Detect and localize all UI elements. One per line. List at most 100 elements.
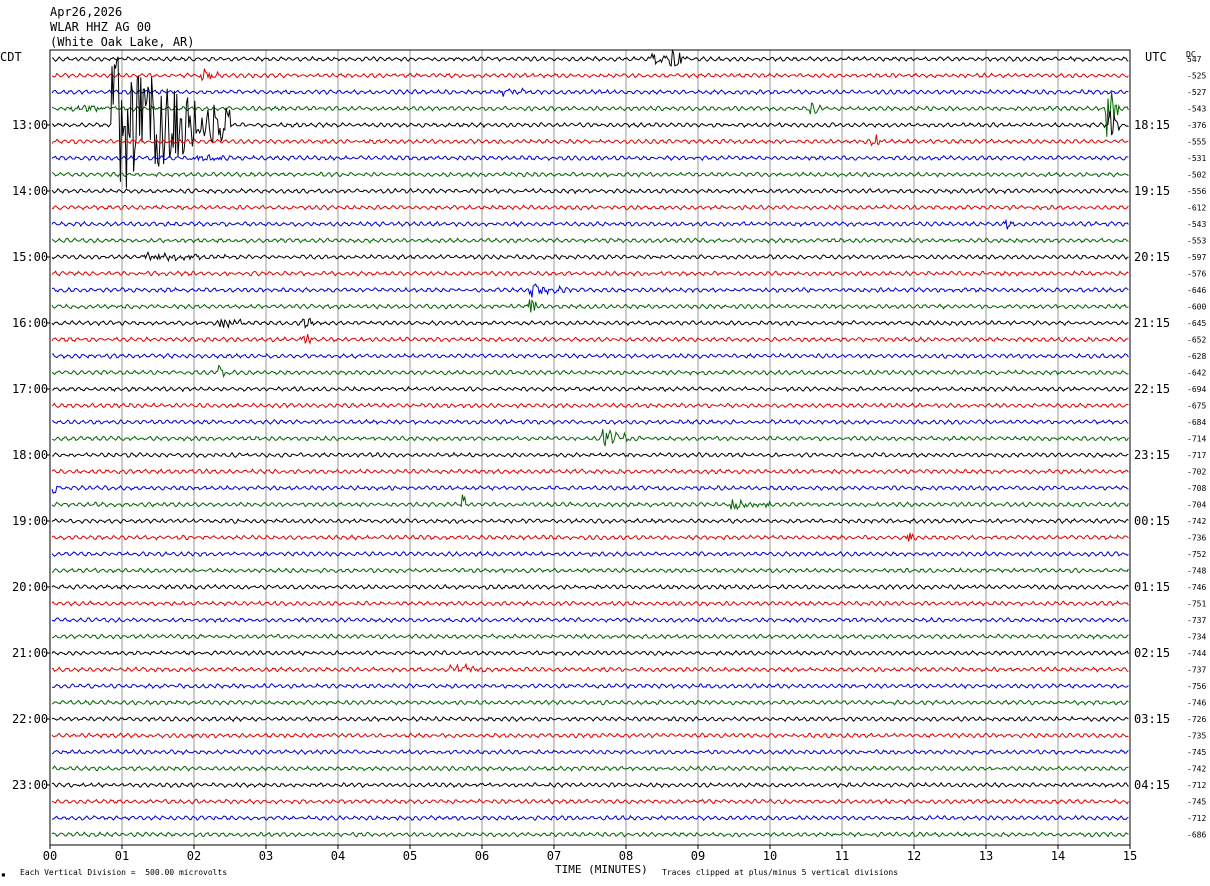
trace-line bbox=[51, 517, 1129, 525]
trace-line bbox=[51, 567, 1129, 574]
trace-line bbox=[51, 484, 1129, 495]
header-station: WLAR HHZ AG 00 bbox=[50, 20, 152, 34]
time-labels: 00 01 02 03 04 05 06 07 08 09 10 11 12 13 14 15 547 -525 -… bbox=[12, 55, 1206, 863]
right-hour-label: 23:15 bbox=[1134, 448, 1170, 462]
x-tick-label: 04 bbox=[331, 849, 345, 863]
clip-note: Traces clipped at plus/minus 5 vertical … bbox=[662, 868, 899, 877]
dc-offset-label: -712 bbox=[1187, 814, 1206, 823]
trace-line bbox=[52, 765, 1129, 772]
dc-offset-label: -555 bbox=[1187, 138, 1206, 147]
x-axis-title: TIME (MINUTES) bbox=[555, 863, 648, 876]
trace-line bbox=[51, 270, 1129, 277]
trace-line bbox=[51, 748, 1129, 756]
trace-line bbox=[51, 87, 1129, 97]
trace-line bbox=[52, 451, 1129, 459]
right-hour-label: 20:15 bbox=[1134, 250, 1170, 264]
trace-line bbox=[51, 171, 1129, 178]
dc-offset-label: -742 bbox=[1187, 517, 1206, 526]
dc-offset-label: -646 bbox=[1187, 286, 1206, 295]
dc-offset-label: -752 bbox=[1187, 550, 1206, 559]
trace-line bbox=[51, 532, 1129, 542]
dc-offset-label: -726 bbox=[1187, 715, 1206, 724]
dc-offset-label: -597 bbox=[1187, 253, 1206, 262]
trace-line bbox=[51, 633, 1129, 640]
trace-line bbox=[51, 237, 1129, 244]
dc-offset-label: -748 bbox=[1187, 567, 1206, 576]
right-hour-label: 22:15 bbox=[1134, 382, 1170, 396]
left-hour-label: 13:00 bbox=[12, 118, 48, 132]
dc-offset-label: -531 bbox=[1187, 154, 1206, 163]
dc-offset-label: -704 bbox=[1187, 501, 1206, 510]
trace-line bbox=[51, 92, 1129, 137]
right-hour-label: 19:15 bbox=[1134, 184, 1170, 198]
dc-header-label: DC bbox=[1186, 50, 1196, 59]
dc-offset-label: -702 bbox=[1187, 468, 1206, 477]
left-timezone-label: CDT bbox=[0, 50, 22, 64]
left-hour-label: 17:00 bbox=[12, 382, 48, 396]
dc-offset-label: -527 bbox=[1187, 88, 1206, 97]
dc-offset-label: -742 bbox=[1187, 765, 1206, 774]
trace-line bbox=[51, 218, 1129, 230]
left-hour-label: 21:00 bbox=[12, 646, 48, 660]
dc-offset-label: -525 bbox=[1187, 72, 1206, 81]
left-hour-label: 22:00 bbox=[12, 712, 48, 726]
dc-offset-label: -756 bbox=[1187, 682, 1206, 691]
trace-line bbox=[51, 732, 1129, 739]
x-tick-label: 02 bbox=[187, 849, 201, 863]
minute-gridlines bbox=[46, 50, 1131, 849]
x-tick-label: 09 bbox=[691, 849, 705, 863]
scale-note: Each Vertical Division = 500.00 microvol… bbox=[20, 868, 228, 877]
x-tick-label: 10 bbox=[763, 849, 777, 863]
trace-line bbox=[51, 649, 1129, 657]
trace-line bbox=[51, 352, 1129, 360]
dc-offset-label: -714 bbox=[1187, 435, 1206, 444]
dc-offset-label: -734 bbox=[1187, 633, 1206, 642]
x-tick-label: 05 bbox=[403, 849, 417, 863]
dc-offset-label: -376 bbox=[1187, 121, 1206, 130]
trace-line bbox=[51, 283, 1129, 298]
trace-line bbox=[51, 781, 1129, 789]
x-tick-label: 06 bbox=[475, 849, 489, 863]
x-tick-label: 11 bbox=[835, 849, 849, 863]
dc-offset-label: -745 bbox=[1187, 748, 1206, 757]
header-date: Apr26,2026 bbox=[50, 5, 123, 19]
dc-offset-label: -745 bbox=[1187, 798, 1206, 807]
trace-line bbox=[51, 831, 1129, 838]
dc-offset-label: -628 bbox=[1187, 352, 1206, 361]
logo-mark: ▪ bbox=[1, 870, 6, 879]
dc-offset-label: -735 bbox=[1187, 732, 1206, 741]
dc-offset-label: -600 bbox=[1187, 303, 1206, 312]
right-timezone-label: UTC bbox=[1145, 50, 1167, 64]
trace-line bbox=[51, 550, 1129, 558]
dc-offset-label: -576 bbox=[1187, 270, 1206, 279]
dc-offset-label: -708 bbox=[1187, 484, 1206, 493]
left-hour-label: 20:00 bbox=[12, 580, 48, 594]
dc-offset-label: -675 bbox=[1187, 402, 1206, 411]
header-location: (White Oak Lake, AR) bbox=[50, 35, 195, 49]
trace-line bbox=[51, 662, 1129, 673]
dc-offset-label: -746 bbox=[1187, 583, 1206, 592]
dc-offset-label: -645 bbox=[1187, 319, 1206, 328]
dc-offset-label: -737 bbox=[1187, 616, 1206, 625]
trace-line bbox=[51, 699, 1129, 706]
trace-line bbox=[51, 814, 1129, 822]
x-tick-label: 13 bbox=[979, 849, 993, 863]
trace-line bbox=[51, 385, 1129, 393]
dc-offset-label: -556 bbox=[1187, 187, 1206, 196]
trace-line bbox=[51, 187, 1129, 195]
dc-offset-label: -642 bbox=[1187, 369, 1206, 378]
right-hour-label: 02:15 bbox=[1134, 646, 1170, 660]
trace-line bbox=[51, 68, 1129, 82]
dc-offset-label: -717 bbox=[1187, 451, 1206, 460]
left-hour-label: 23:00 bbox=[12, 778, 48, 792]
dc-offset-label: -684 bbox=[1187, 418, 1206, 427]
trace-line bbox=[51, 402, 1129, 409]
trace-line bbox=[51, 134, 1129, 147]
seismic-traces bbox=[51, 48, 1129, 838]
x-tick-label: 01 bbox=[115, 849, 129, 863]
dc-offset-label: -744 bbox=[1187, 649, 1206, 658]
left-hour-label: 14:00 bbox=[12, 184, 48, 198]
x-tick-label: 00 bbox=[43, 849, 57, 863]
trace-line bbox=[51, 715, 1129, 723]
